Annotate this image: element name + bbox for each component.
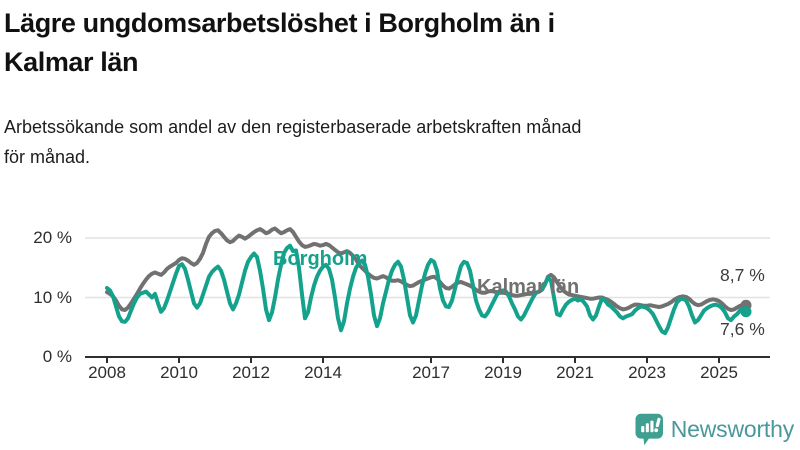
y-tick-label: 20 % bbox=[33, 228, 72, 247]
y-tick-label: 0 % bbox=[42, 347, 72, 366]
x-tick-label: 2019 bbox=[484, 363, 522, 382]
x-tick-label: 2014 bbox=[304, 363, 342, 382]
newsworthy-wordmark: Newsworthy bbox=[670, 416, 794, 442]
title-line-2: Kalmar län bbox=[4, 47, 139, 77]
end-value-borgholm: 7,6 % bbox=[720, 319, 765, 339]
series-label-kalmar-lan: Kalmar län bbox=[477, 276, 580, 298]
chart-subtitle: Arbetssökande som andel av den registerb… bbox=[4, 112, 792, 172]
x-tick-label: 2021 bbox=[556, 363, 594, 382]
borgholm-line bbox=[105, 243, 748, 336]
kalmar-lan-line bbox=[105, 226, 748, 312]
x-axis bbox=[85, 356, 770, 363]
gridlines bbox=[85, 237, 770, 299]
x-tick-label: 2010 bbox=[160, 363, 198, 382]
x-tick-label: 2025 bbox=[700, 363, 738, 382]
subtitle-line-1: Arbetssökande som andel av den registerb… bbox=[4, 117, 582, 137]
page-title: Lägre ungdomsarbetslöshet i Borgholm än … bbox=[4, 4, 784, 82]
newsworthy-bubble-chart-icon bbox=[635, 413, 663, 446]
x-tick-label: 2023 bbox=[628, 363, 666, 382]
x-tick-label: 2008 bbox=[88, 363, 126, 382]
newsworthy-logo: Newsworthy bbox=[634, 413, 794, 446]
end-value-kalmar-lan: 8,7 % bbox=[720, 265, 765, 285]
title-line-1: Lägre ungdomsarbetslöshet i Borgholm än … bbox=[4, 8, 555, 38]
x-tick-label: 2017 bbox=[412, 363, 450, 382]
x-tick-label: 2012 bbox=[232, 363, 270, 382]
series-label-borgholm: Borgholm bbox=[273, 248, 368, 270]
series-end-dots bbox=[740, 299, 752, 318]
y-tick-label: 10 % bbox=[33, 287, 72, 307]
subtitle-line-2: för månad. bbox=[4, 147, 91, 167]
